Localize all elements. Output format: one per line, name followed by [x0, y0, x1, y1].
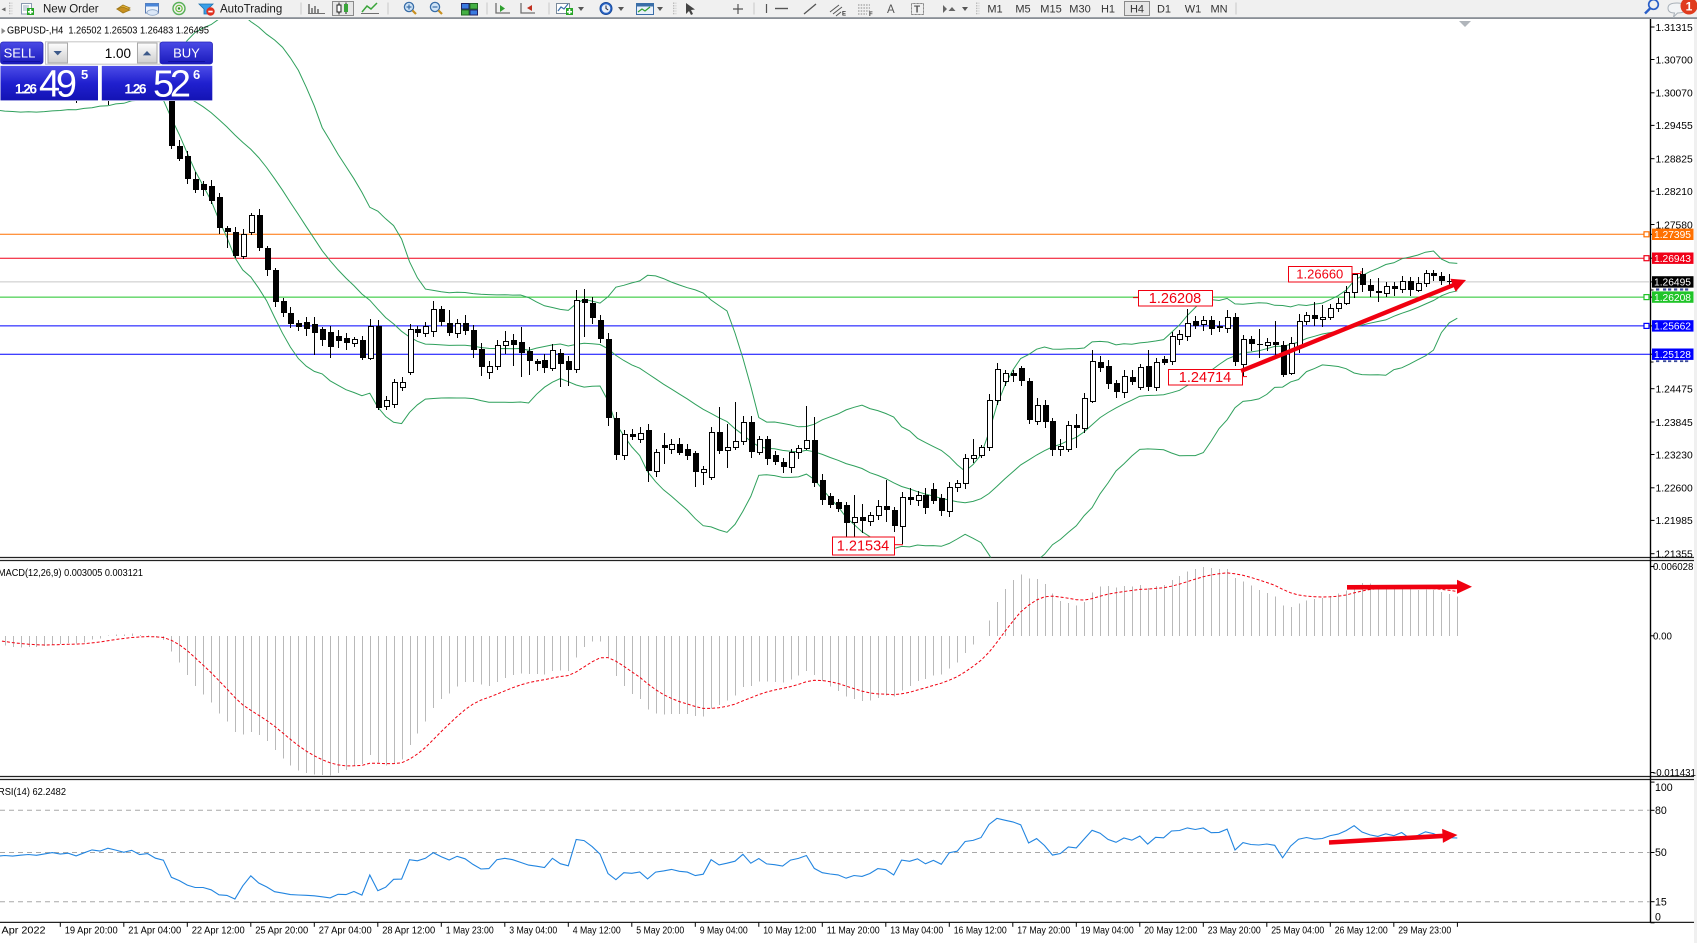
svg-text:1.25128: 1.25128	[1654, 350, 1691, 361]
svg-text:H4: H4	[1130, 4, 1144, 16]
svg-text:1.27580: 1.27580	[1656, 220, 1693, 231]
svg-text:1.28825: 1.28825	[1656, 155, 1693, 166]
svg-text:1.31315: 1.31315	[1656, 23, 1693, 34]
svg-text:6: 6	[193, 67, 200, 82]
svg-text:29 May 23:00: 29 May 23:00	[1398, 926, 1451, 937]
svg-text:1.30070: 1.30070	[1656, 89, 1693, 100]
svg-text:50: 50	[1655, 847, 1667, 859]
svg-text:1: 1	[1686, 0, 1693, 14]
svg-text:W1: W1	[1185, 4, 1202, 16]
svg-text:1.26208: 1.26208	[1149, 291, 1201, 307]
svg-text:4 May 12:00: 4 May 12:00	[573, 926, 621, 937]
svg-text:80: 80	[1655, 805, 1667, 817]
svg-text:1.26208: 1.26208	[1654, 293, 1691, 304]
svg-text:MACD(12,26,9) 0.003005 0.00312: MACD(12,26,9) 0.003005 0.003121	[0, 568, 143, 579]
svg-text:27 Apr 04:00: 27 Apr 04:00	[319, 926, 373, 937]
svg-text:1.25662: 1.25662	[1654, 322, 1691, 333]
svg-text:1.24714: 1.24714	[1179, 370, 1231, 386]
svg-text:◂: ◂	[2, 5, 6, 14]
svg-text:28 Apr 12:00: 28 Apr 12:00	[382, 926, 436, 937]
svg-text:M1: M1	[987, 4, 1002, 16]
svg-text:1.26: 1.26	[15, 82, 37, 97]
svg-text:13 May 04:00: 13 May 04:00	[890, 926, 943, 937]
svg-text:D1: D1	[1157, 4, 1171, 16]
svg-text:20 May 12:00: 20 May 12:00	[1144, 926, 1197, 937]
svg-text:1.26: 1.26	[125, 82, 147, 97]
svg-text:11 May 20:00: 11 May 20:00	[827, 926, 880, 937]
svg-text:10 May 12:00: 10 May 12:00	[763, 926, 816, 937]
svg-text:19 May 04:00: 19 May 04:00	[1081, 926, 1134, 937]
svg-text:100: 100	[1655, 782, 1673, 794]
svg-text:GBPUSD-,H4 1.26502 1.26503 1.: GBPUSD-,H4 1.26502 1.26503 1.26483 1.264…	[7, 25, 209, 37]
svg-text:1.30700: 1.30700	[1656, 55, 1693, 66]
svg-text:52: 52	[153, 64, 191, 106]
svg-text:E: E	[842, 12, 846, 18]
svg-text:49: 49	[39, 64, 77, 106]
svg-text:1.22600: 1.22600	[1656, 484, 1693, 495]
svg-text:SELL: SELL	[4, 46, 36, 61]
svg-text:BUY: BUY	[173, 46, 200, 61]
svg-text:1.28210: 1.28210	[1656, 187, 1693, 198]
svg-text:1.26495: 1.26495	[1654, 278, 1691, 289]
svg-text:M5: M5	[1015, 4, 1030, 16]
svg-text:1 May 23:00: 1 May 23:00	[446, 926, 494, 937]
svg-text:0.00: 0.00	[1653, 632, 1672, 643]
svg-text:New Order: New Order	[43, 4, 99, 16]
svg-text:RSI(14) 62.2482: RSI(14) 62.2482	[0, 787, 66, 798]
svg-text:H1: H1	[1101, 4, 1115, 16]
svg-text:-0.011431: -0.011431	[1653, 768, 1696, 779]
svg-text:1.00: 1.00	[105, 46, 131, 61]
svg-text:Apr 2022: Apr 2022	[2, 926, 46, 937]
svg-text:9 May 04:00: 9 May 04:00	[700, 926, 748, 937]
svg-text:1.29455: 1.29455	[1656, 121, 1693, 132]
svg-text:1.24475: 1.24475	[1656, 385, 1693, 396]
svg-text:0.006028: 0.006028	[1653, 562, 1693, 573]
svg-text:1.21534: 1.21534	[837, 539, 889, 555]
svg-text:1.21985: 1.21985	[1656, 516, 1693, 527]
svg-text:F: F	[869, 12, 873, 18]
svg-text:1.21355: 1.21355	[1656, 550, 1693, 561]
svg-text:26 May 12:00: 26 May 12:00	[1335, 926, 1388, 937]
svg-text:1.23230: 1.23230	[1656, 450, 1693, 461]
svg-text:3 May 04:00: 3 May 04:00	[509, 926, 557, 937]
svg-text:21 Apr 04:00: 21 Apr 04:00	[128, 926, 182, 937]
svg-text:A: A	[887, 4, 895, 16]
svg-text:AutoTrading: AutoTrading	[220, 4, 282, 16]
svg-text:5 May 20:00: 5 May 20:00	[636, 926, 684, 937]
svg-text:5: 5	[81, 67, 88, 82]
svg-text:1.26660: 1.26660	[1296, 266, 1343, 281]
svg-text:17 May 20:00: 17 May 20:00	[1017, 926, 1070, 937]
svg-text:1.26943: 1.26943	[1654, 254, 1691, 265]
svg-text:22 Apr 12:00: 22 Apr 12:00	[192, 926, 246, 937]
svg-text:16 May 12:00: 16 May 12:00	[954, 926, 1007, 937]
svg-text:25 Apr 20:00: 25 Apr 20:00	[255, 926, 309, 937]
svg-text:19 Apr 20:00: 19 Apr 20:00	[65, 926, 119, 937]
svg-text:T: T	[914, 5, 920, 16]
svg-text:0: 0	[1655, 912, 1661, 924]
svg-text:25 May 04:00: 25 May 04:00	[1271, 926, 1324, 937]
svg-text:1.27395: 1.27395	[1654, 230, 1691, 241]
svg-text:MN: MN	[1210, 4, 1227, 16]
svg-text:15: 15	[1655, 896, 1667, 908]
svg-text:M15: M15	[1040, 4, 1061, 16]
svg-text:23 May 20:00: 23 May 20:00	[1208, 926, 1261, 937]
svg-text:M30: M30	[1069, 4, 1090, 16]
svg-text:1.23845: 1.23845	[1656, 418, 1693, 429]
